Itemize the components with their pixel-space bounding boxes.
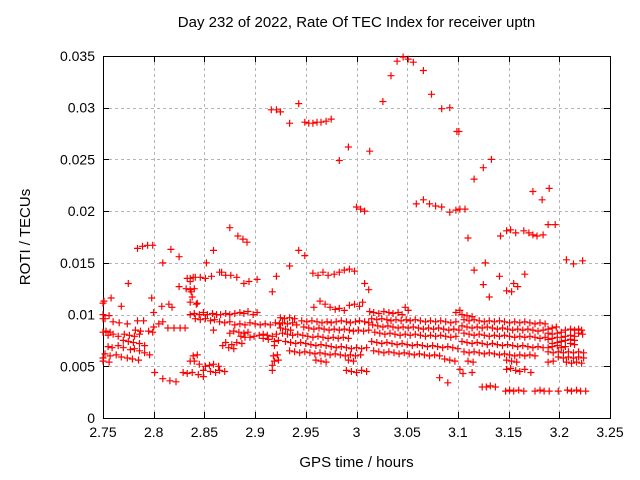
tick-labels: 2.75 2.8 2.85 2.9 2.95 3 3.05 3.1 3.15 3.2 3.25 0 0.… [60,48,624,440]
y-tick-label: 0.01 [68,307,95,323]
y-tick-label: 0.03 [68,100,95,116]
x-tick-label: 2.75 [89,424,116,440]
x-tick-label: 2.85 [191,424,218,440]
grid-lines [103,56,610,418]
y-tick-label: 0.035 [60,48,95,64]
y-tick-label: 0 [87,410,95,426]
y-tick-label: 0.025 [60,151,95,167]
x-tick-label: 2.9 [245,424,265,440]
x-tick-label: 3.2 [550,424,570,440]
y-tick-label: 0.015 [60,255,95,271]
x-tick-label: 3.05 [394,424,421,440]
y-tick-label: 0.02 [68,203,95,219]
plot-frame [103,56,611,419]
data-points [99,53,590,395]
x-tick-label: 3.15 [495,424,522,440]
x-tick-label: 3.25 [596,424,623,440]
chart-title: Day 232 of 2022, Rate Of TEC Index for r… [177,14,536,31]
axis-ticks [103,56,611,419]
x-axis-label: GPS time / hours [299,454,414,471]
x-tick-label: 2.95 [292,424,319,440]
x-tick-label: 3 [353,424,361,440]
x-tick-label: 2.8 [144,424,164,440]
data-points-path [99,53,590,395]
x-tick-label: 3.1 [448,424,468,440]
y-tick-label: 0.005 [60,358,95,374]
